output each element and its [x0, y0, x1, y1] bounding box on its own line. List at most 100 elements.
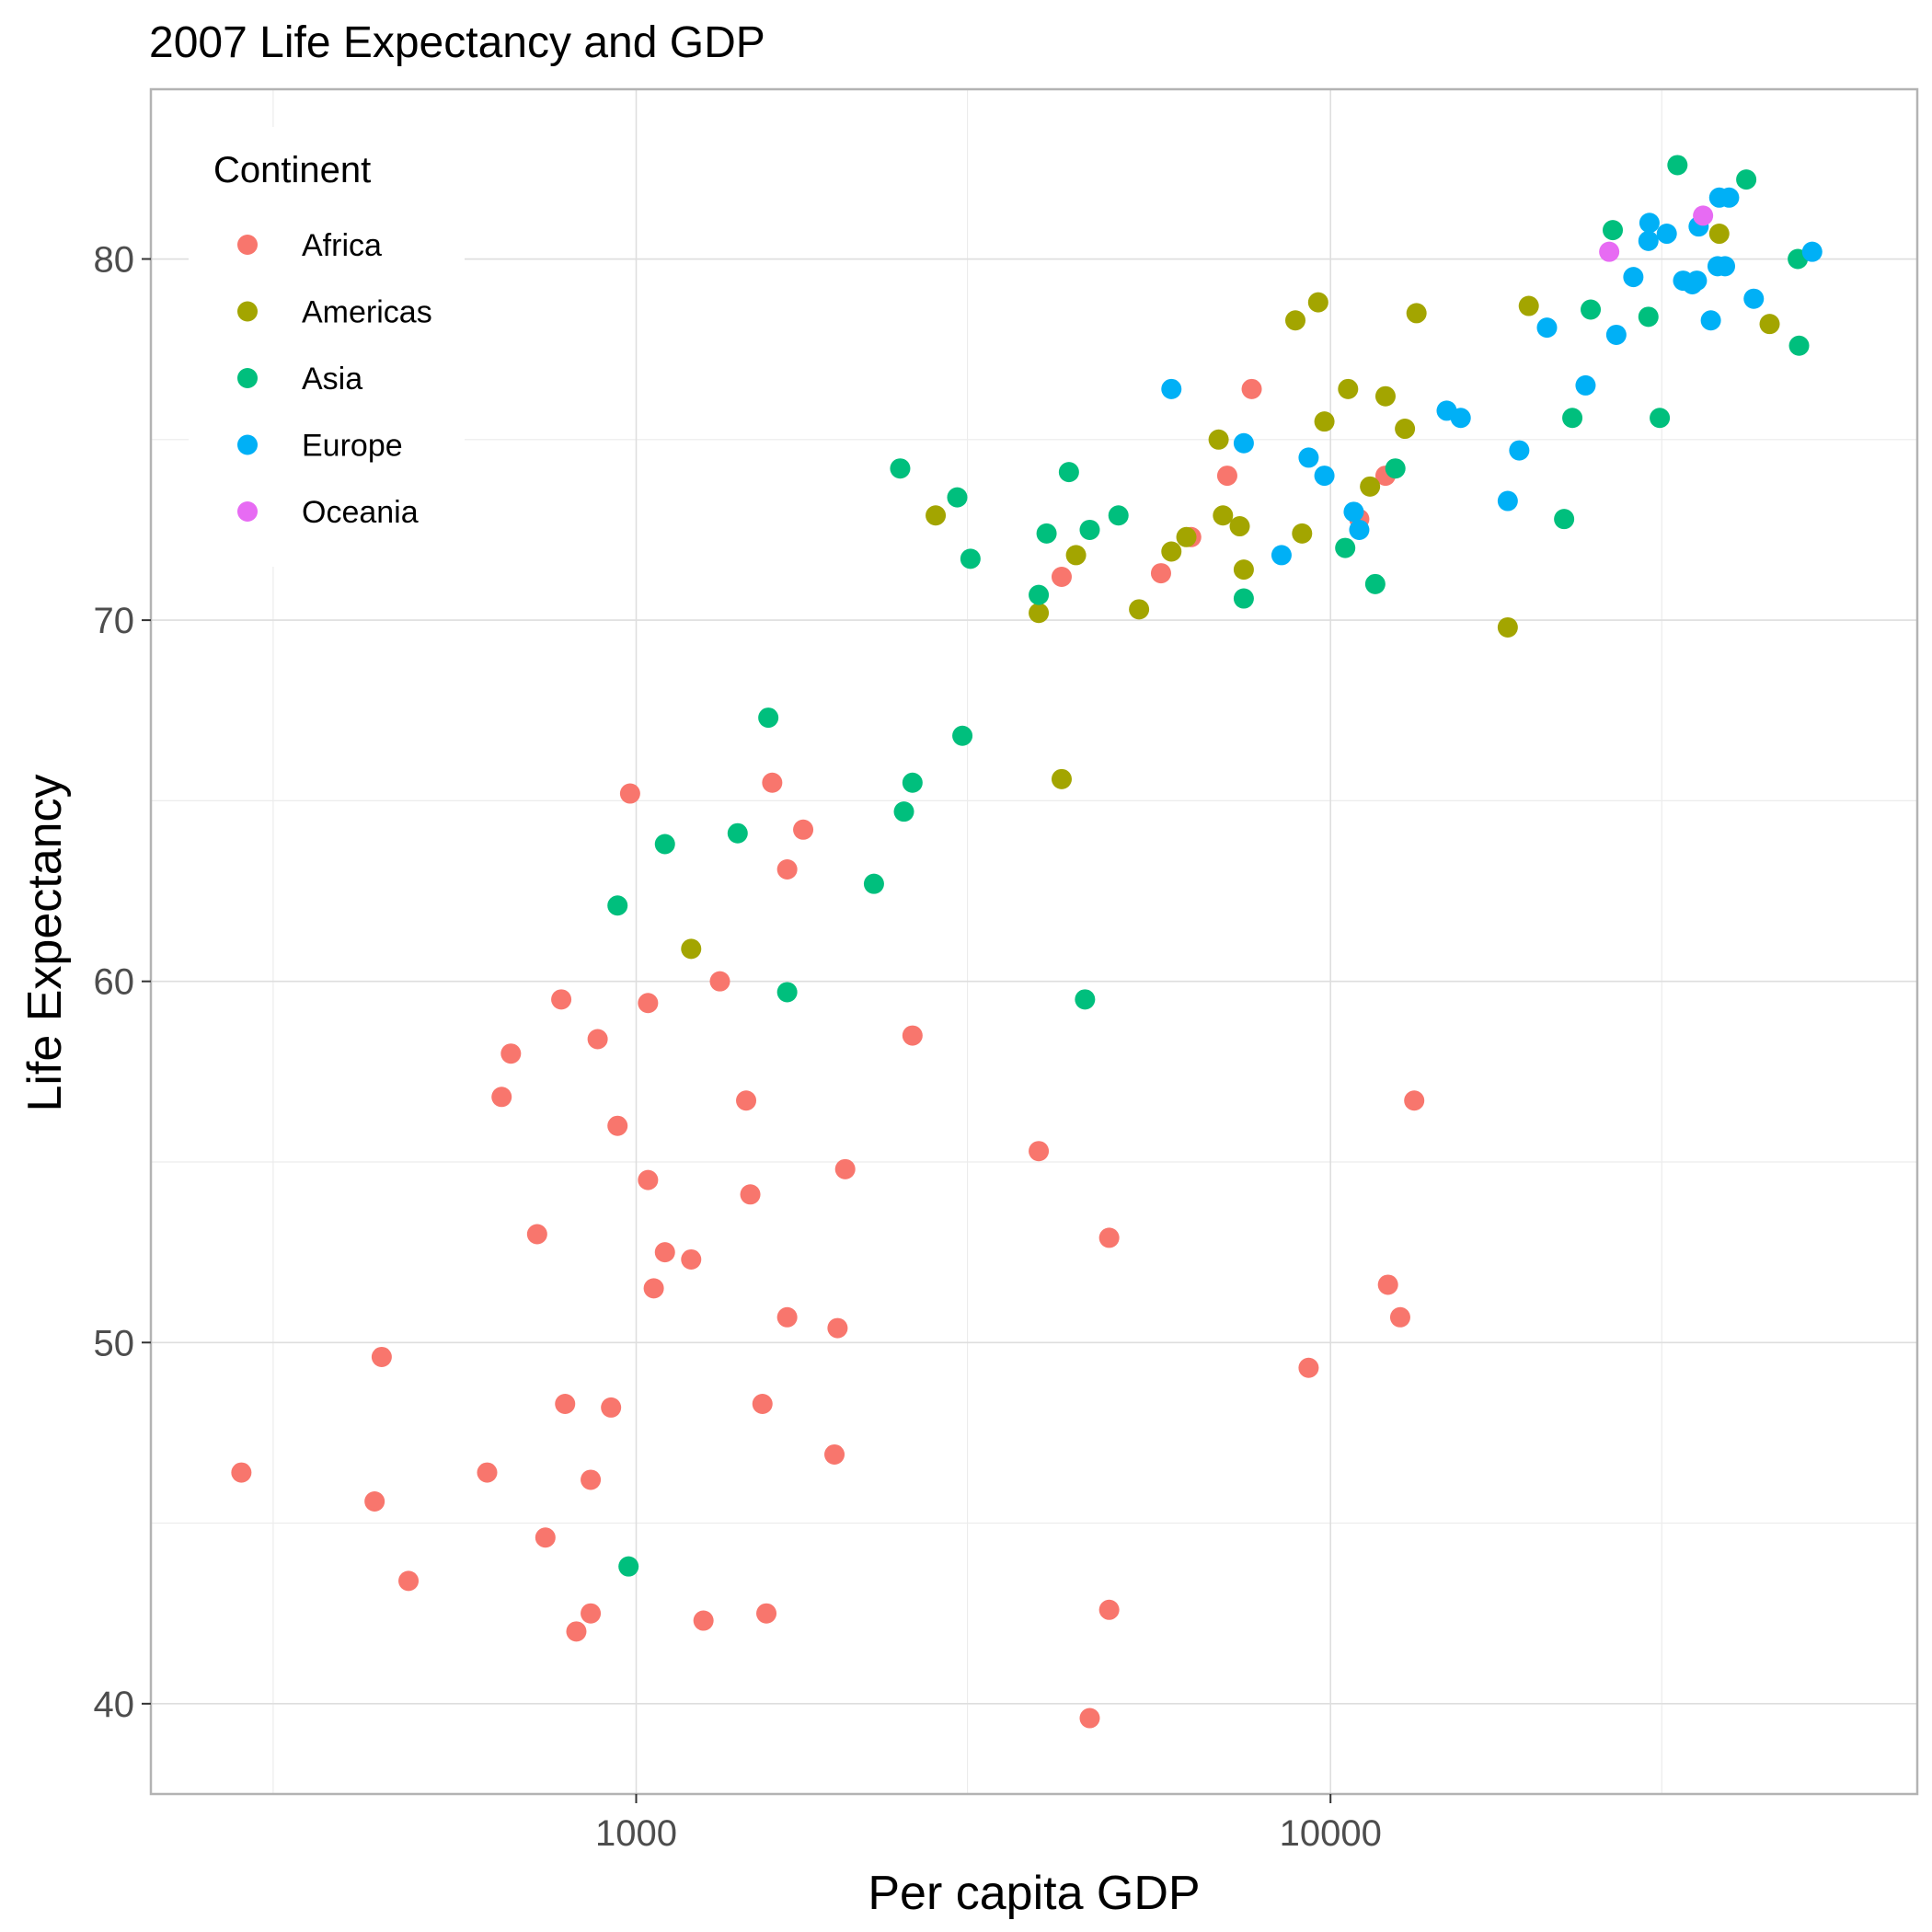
data-point-asia: [1036, 523, 1057, 544]
series-oceania: [1599, 205, 1714, 262]
data-point-africa: [491, 1087, 512, 1108]
data-points: [231, 155, 1823, 1729]
legend-item-africa: Africa: [237, 228, 382, 263]
data-point-americas: [1176, 526, 1197, 547]
data-point-americas: [926, 505, 947, 526]
data-point-asia: [1581, 299, 1602, 320]
data-point-europe: [1298, 447, 1319, 468]
data-point-americas: [1213, 505, 1234, 526]
legend-label: Europe: [302, 429, 403, 464]
data-point-africa: [681, 1248, 702, 1270]
data-point-asia: [1233, 588, 1254, 609]
y-tick-label: 50: [94, 1323, 135, 1363]
legend-key: [237, 301, 258, 322]
data-point-americas: [1292, 523, 1313, 544]
data-point-oceania: [1693, 205, 1714, 226]
y-tick-label: 70: [94, 601, 135, 641]
data-point-africa: [231, 1462, 252, 1483]
legend-key: [237, 368, 258, 388]
data-point-asia: [1638, 306, 1659, 328]
data-point-americas: [1129, 599, 1150, 620]
legend-label: Asia: [302, 362, 362, 397]
data-point-africa: [619, 783, 640, 804]
data-point-asia: [1667, 155, 1688, 176]
data-point-africa: [1377, 1274, 1398, 1295]
legend-label: Americas: [302, 295, 432, 330]
legend-item-asia: Asia: [237, 362, 362, 397]
data-point-asia: [960, 548, 981, 569]
data-point-asia: [947, 487, 968, 508]
data-point-asia: [893, 801, 914, 822]
data-point-americas: [1051, 768, 1072, 789]
y-tick-label: 60: [94, 962, 135, 1003]
data-point-europe: [1623, 267, 1644, 288]
data-point-africa: [902, 1025, 923, 1046]
y-axis-title: Life Expectancy: [18, 774, 72, 1111]
data-point-americas: [1233, 559, 1254, 581]
data-point-asia: [1075, 989, 1096, 1010]
data-point-americas: [1406, 303, 1427, 324]
legend-item-americas: Americas: [237, 295, 432, 330]
data-point-africa: [581, 1469, 602, 1490]
data-point-asia: [890, 458, 911, 479]
data-point-asia: [1650, 408, 1671, 429]
legend-key: [237, 434, 258, 455]
data-point-africa: [1389, 1306, 1410, 1328]
data-point-asia: [863, 873, 884, 894]
data-point-africa: [643, 1278, 664, 1299]
data-point-asia: [1108, 505, 1129, 526]
data-point-europe: [1639, 213, 1660, 234]
y-tick-label: 80: [94, 240, 135, 281]
data-point-europe: [1575, 374, 1596, 396]
data-point-africa: [824, 1443, 845, 1465]
data-point-africa: [587, 1029, 608, 1050]
data-point-europe: [1271, 545, 1292, 566]
data-point-africa: [834, 1158, 856, 1179]
legend-key: [237, 501, 258, 522]
data-point-americas: [1338, 378, 1359, 399]
data-point-asia: [1554, 509, 1575, 530]
data-point-asia: [618, 1556, 639, 1577]
data-point-africa: [709, 971, 730, 992]
x-tick-label: 10000: [1280, 1813, 1382, 1854]
data-point-americas: [1314, 411, 1335, 432]
data-point-asia: [1562, 408, 1583, 429]
data-point-asia: [952, 725, 973, 746]
legend-key: [237, 235, 258, 255]
data-point-americas: [1161, 541, 1182, 562]
data-point-africa: [566, 1621, 587, 1642]
data-point-africa: [1029, 1141, 1050, 1162]
data-point-americas: [1395, 419, 1416, 440]
data-point-americas: [1065, 545, 1087, 566]
data-point-europe: [1719, 187, 1740, 208]
data-point-europe: [1536, 317, 1558, 339]
legend-items: Africa Americas Asia Europe Oceania: [237, 228, 432, 530]
legend-item-oceania: Oceania: [237, 495, 419, 530]
data-point-africa: [762, 772, 783, 793]
data-point-asia: [1788, 335, 1810, 356]
legend-background: [189, 127, 465, 567]
data-point-africa: [371, 1346, 392, 1367]
data-point-asia: [1058, 462, 1079, 483]
data-point-americas: [1708, 224, 1730, 245]
data-point-asia: [1385, 458, 1406, 479]
data-point-africa: [1404, 1090, 1425, 1111]
data-point-europe: [1497, 490, 1518, 512]
data-point-africa: [551, 989, 572, 1010]
data-point-africa: [1051, 566, 1072, 587]
data-point-americas: [1029, 603, 1050, 624]
data-point-europe: [1314, 466, 1335, 487]
data-point-oceania: [1599, 241, 1620, 262]
data-point-africa: [793, 819, 814, 840]
legend-title: Continent: [213, 150, 371, 190]
data-point-africa: [364, 1491, 385, 1512]
data-point-asia: [1335, 537, 1356, 558]
x-axis-title: Per capita GDP: [868, 1867, 1200, 1920]
data-point-africa: [1298, 1357, 1319, 1378]
data-point-asia: [607, 895, 628, 916]
data-point-africa: [1241, 378, 1262, 399]
data-point-africa: [638, 1169, 659, 1190]
data-point-africa: [776, 858, 798, 880]
data-point-europe: [1743, 288, 1765, 309]
